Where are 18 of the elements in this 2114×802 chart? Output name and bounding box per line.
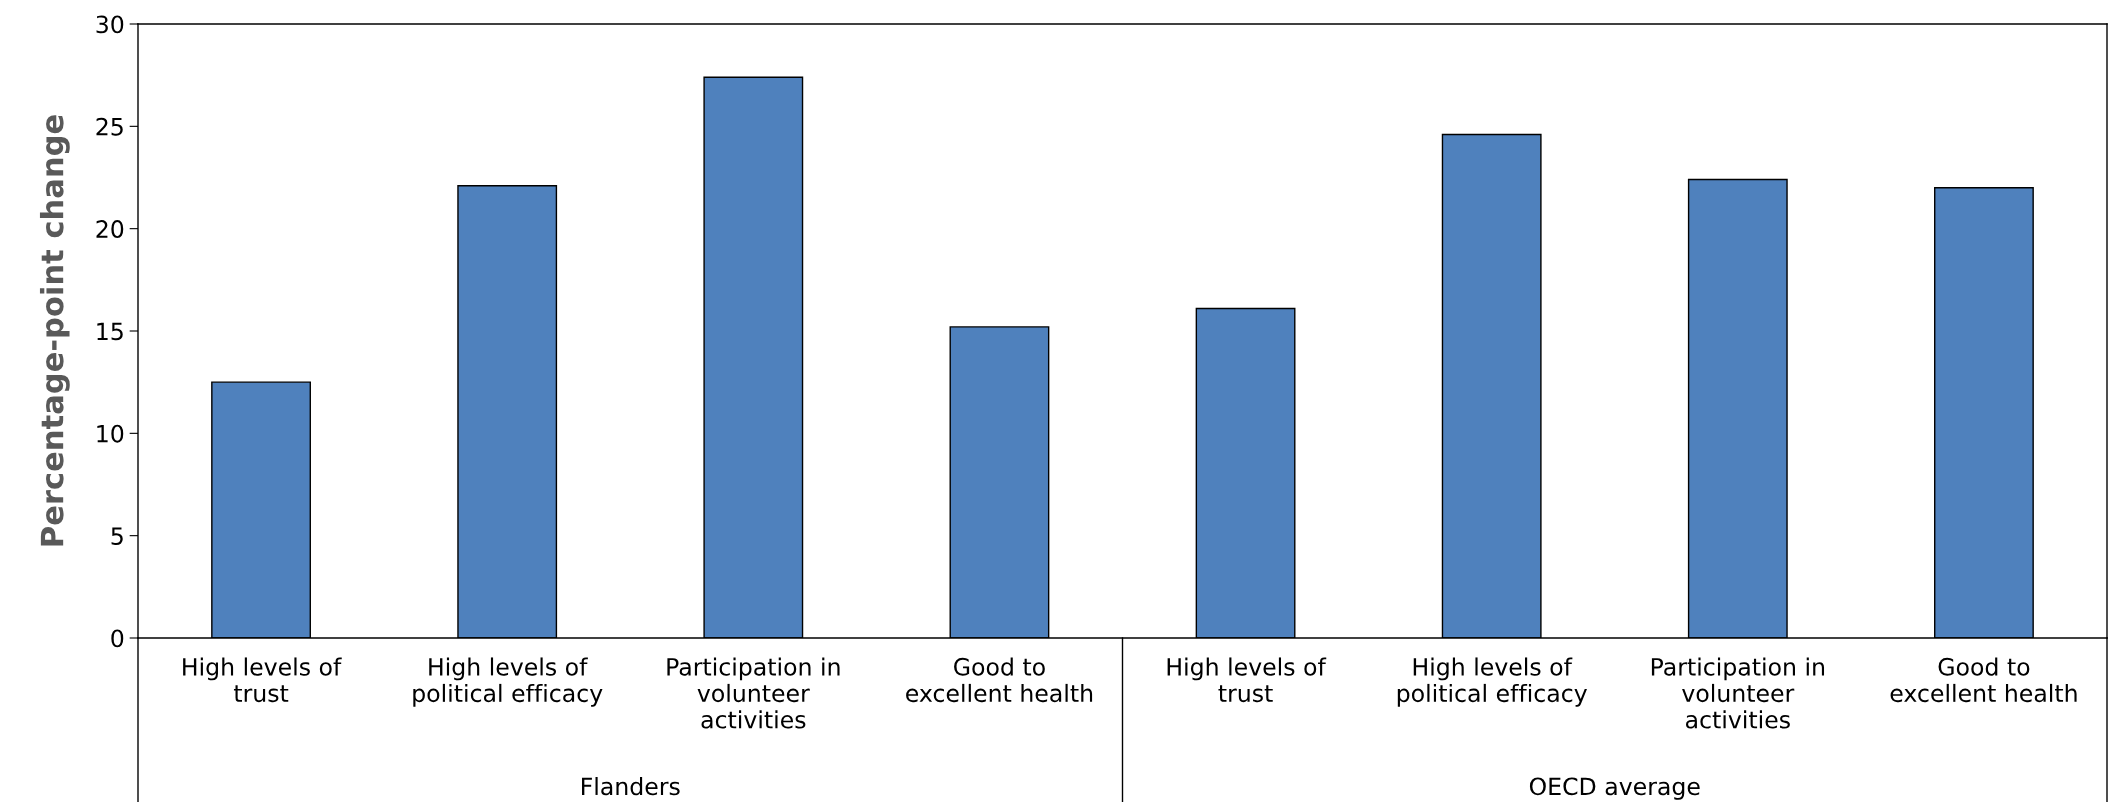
y-axis-title: Percentage-point change	[39, 115, 70, 546]
y-tick-label: 25	[96, 117, 123, 136]
x-tick-label: Good to excellent health	[1890, 657, 2077, 703]
x-tick-label: High levels of trust	[1167, 657, 1327, 703]
x-tick-label: Good to excellent health	[906, 657, 1093, 703]
x-tick-label: High levels of political efficacy	[1397, 657, 1587, 707]
y-tick-label: 30	[96, 15, 124, 34]
y-tick-label: 0	[111, 629, 124, 648]
text: OECD average	[1529, 777, 1700, 800]
y-tick-label: 15	[97, 322, 123, 341]
y-tick-label: 5	[111, 527, 123, 545]
y-tick-label: 20	[96, 220, 124, 238]
x-tick-label: High levels of political efficacy	[413, 657, 603, 707]
x-tick-label: High levels of trust	[183, 657, 342, 703]
y-tick-label: 10	[97, 424, 124, 443]
x-tick-label: Participation in volunteer activities	[1651, 657, 1825, 729]
x-tick-label: Participation in volunteer activities	[667, 657, 840, 729]
text: Flanders	[582, 777, 680, 796]
